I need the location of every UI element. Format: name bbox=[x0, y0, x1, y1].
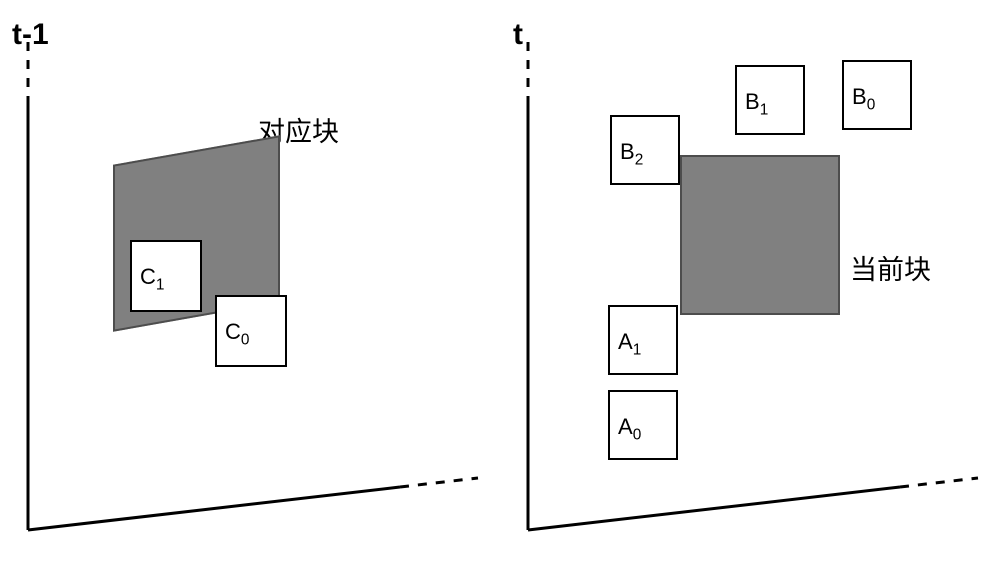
block-label-A0: A0 bbox=[618, 414, 641, 444]
block-B1: B1 bbox=[735, 65, 805, 135]
current-block bbox=[680, 155, 840, 315]
block-label-A1: A1 bbox=[618, 329, 641, 359]
diagram-canvas: t-1 对应块 C1C0 t 当前块 B2B1B0A1A0 bbox=[0, 0, 1000, 569]
block-label-B0: B0 bbox=[852, 84, 875, 114]
block-B0: B0 bbox=[842, 60, 912, 130]
annotation-right: 当前块 bbox=[850, 248, 931, 287]
block-A1: A1 bbox=[608, 305, 678, 375]
block-label-B1: B1 bbox=[745, 89, 768, 119]
block-A0: A0 bbox=[608, 390, 678, 460]
block-B2: B2 bbox=[610, 115, 680, 185]
block-label-B2: B2 bbox=[620, 139, 643, 169]
